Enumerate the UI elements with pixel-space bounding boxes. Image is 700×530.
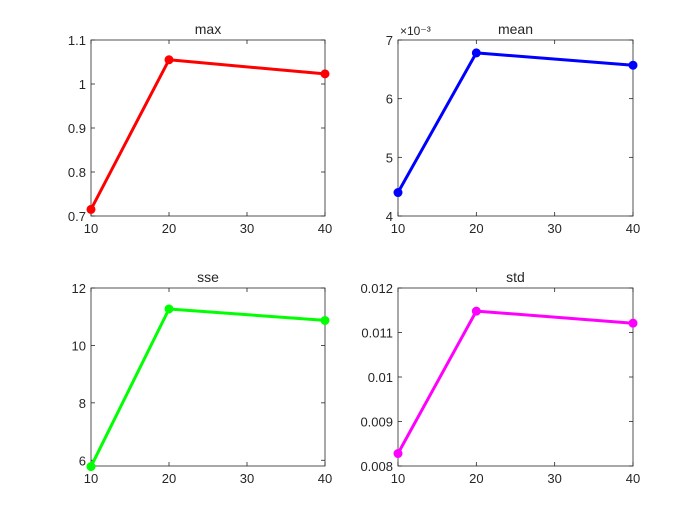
axes-frame — [397, 39, 634, 217]
subplot-3: sse 10 20 30 40 6 8 10 12 — [72, 269, 333, 486]
y-tick-label: 4 — [386, 209, 393, 224]
data-point — [628, 60, 638, 70]
data-point — [86, 462, 96, 472]
x-tick-label: 30 — [547, 221, 561, 236]
y-tick-label: 0.9 — [68, 121, 86, 136]
y-tick-label: 8 — [79, 396, 86, 411]
axes-frame — [90, 39, 326, 217]
data-point — [86, 204, 96, 214]
y-exponent-label: ×10⁻³ — [400, 24, 431, 38]
y-tick-label: 0.011 — [361, 326, 393, 341]
x-tick-label: 20 — [162, 471, 176, 486]
data-point — [320, 69, 330, 79]
x-tick-label: 30 — [547, 471, 561, 486]
x-tick-label: 40 — [318, 471, 332, 486]
data-point — [393, 188, 403, 198]
axes-frame — [90, 287, 326, 467]
x-tick-label: 10 — [391, 221, 405, 236]
x-tick-label: 40 — [626, 471, 640, 486]
y-tick-label: 0.7 — [68, 209, 86, 224]
data-point — [628, 318, 638, 328]
y-tick-label: 12 — [72, 281, 86, 296]
data-point — [164, 55, 174, 65]
x-tick-label: 10 — [84, 221, 98, 236]
data-point — [471, 48, 481, 58]
y-tick-label: 1 — [79, 77, 86, 92]
subplot-1: max 10 20 30 40 0.7 0.8 0.9 1 1.1 — [68, 21, 332, 236]
chart-title: sse — [197, 269, 219, 285]
y-tick-label: 6 — [79, 453, 86, 468]
x-tick-label: 20 — [162, 221, 176, 236]
x-tick-label: 40 — [318, 221, 332, 236]
data-point — [393, 449, 403, 459]
chart-title: max — [195, 21, 221, 37]
data-point — [471, 306, 481, 316]
y-tick-label: 1.1 — [68, 33, 86, 48]
x-tick-label: 20 — [469, 471, 483, 486]
y-tick-label: 0.8 — [68, 165, 86, 180]
y-tick-label: 7 — [386, 33, 393, 48]
x-tick-label: 30 — [240, 471, 254, 486]
subplot-2: mean 10 20 30 40 4 5 6 7 ×10⁻³ — [386, 21, 640, 236]
x-tick-label: 20 — [469, 221, 483, 236]
x-tick-label: 10 — [84, 471, 98, 486]
y-tick-label: 0.01 — [368, 370, 393, 385]
axes-frame — [397, 287, 634, 467]
y-tick-label: 5 — [386, 150, 393, 165]
chart-title: mean — [498, 21, 533, 37]
y-tick-label: 10 — [72, 338, 86, 353]
chart-title: std — [506, 269, 525, 285]
x-tick-label: 10 — [391, 471, 405, 486]
data-point — [164, 304, 174, 314]
x-tick-label: 40 — [626, 221, 640, 236]
y-tick-label: 0.009 — [360, 415, 393, 430]
y-tick-label: 0.008 — [360, 459, 393, 474]
x-tick-label: 30 — [240, 221, 254, 236]
y-tick-label: 6 — [386, 92, 393, 107]
data-point — [320, 315, 330, 325]
y-tick-label: 0.012 — [360, 281, 393, 296]
subplot-4: std 10 20 30 40 0.008 0.009 0.01 0.011 0.012 — [360, 269, 640, 486]
